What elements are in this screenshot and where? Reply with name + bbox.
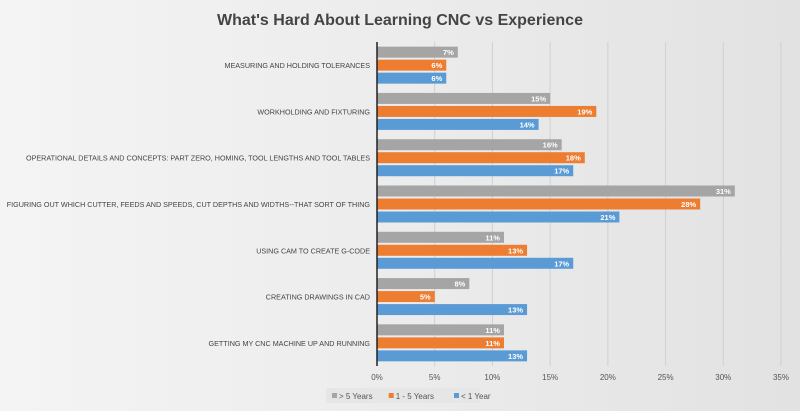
data-label: 6% [431,74,442,83]
data-label: 21% [600,213,615,222]
category-label: GETTING MY CNC MACHINE UP AND RUNNING [209,339,371,348]
data-label: 31% [716,187,731,196]
x-tick-label: 10% [484,373,500,382]
bar [377,337,504,349]
x-tick-label: 20% [600,373,616,382]
legend-label: 1 - 5 Years [396,392,434,401]
data-label: 15% [531,94,546,103]
x-tick-label: 25% [658,373,674,382]
category-label: OPERATIONAL DETAILS AND CONCEPTS: PART Z… [26,154,370,163]
bar [377,59,447,71]
legend-label: > 5 Years [339,392,373,401]
category-labels: MEASURING AND HOLDING TOLERANCES WORKHOLD… [7,61,371,348]
data-label: 13% [508,246,523,255]
bar [377,139,562,151]
x-tick-label: 0% [371,373,383,382]
category-label: CREATING DRAWINGS IN CAD [266,293,370,302]
bar [377,291,435,303]
bar [377,211,620,223]
data-label: 17% [554,167,569,176]
data-label: 11% [485,326,500,335]
data-label: 8% [454,280,465,289]
category-label: USING CAM TO CREATE G-CODE [256,246,370,255]
bar [377,244,528,256]
data-label: 6% [431,61,442,70]
category-label: MEASURING AND HOLDING TOLERANCES [224,61,370,70]
bar [377,278,470,290]
bar [377,72,447,84]
x-tick-label: 30% [715,373,731,382]
bar [377,46,458,58]
legend: > 5 Years 1 - 5 Years < 1 Year [326,388,491,403]
legend-swatch [388,393,394,398]
data-label: 5% [420,293,431,302]
data-label: 11% [485,339,500,348]
bar [377,92,551,104]
bar [377,185,735,197]
bar [377,257,574,269]
data-label: 16% [543,141,558,150]
data-label: 28% [681,200,696,209]
data-label: 14% [520,120,535,129]
bar [377,152,585,164]
bar [377,231,504,243]
data-label: 18% [566,154,581,163]
x-tick-label: 5% [429,373,441,382]
bar [377,165,574,177]
legend-box [326,388,480,403]
legend-swatch [332,393,337,398]
legend-label: < 1 Year [461,392,491,401]
data-label: 13% [508,352,523,361]
data-label: 13% [508,306,523,315]
x-tick-labels: 0% 5% 10% 15% 20% 25% 30% 35% [371,373,789,382]
category-label: WORKHOLDING AND FIXTURING [257,107,370,116]
bar [377,324,504,336]
bar [377,105,597,117]
data-label: 11% [485,233,500,242]
x-tick-label: 35% [773,373,789,382]
data-label: 7% [443,48,454,57]
chart-title: What's Hard About Learning CNC vs Experi… [217,12,583,29]
bar [377,304,528,316]
data-label: 17% [554,259,569,268]
data-label: 19% [577,107,592,116]
legend-swatch [454,393,459,398]
bar [377,118,539,130]
category-label: FIGURING OUT WHICH CUTTER, FEEDS AND SPE… [7,200,371,209]
x-tick-label: 15% [542,373,558,382]
bars: 7%6%6%15%19%14%16%18%17%31%28%21%11%13%1… [377,46,735,362]
bar [377,350,528,362]
bar [377,198,701,210]
